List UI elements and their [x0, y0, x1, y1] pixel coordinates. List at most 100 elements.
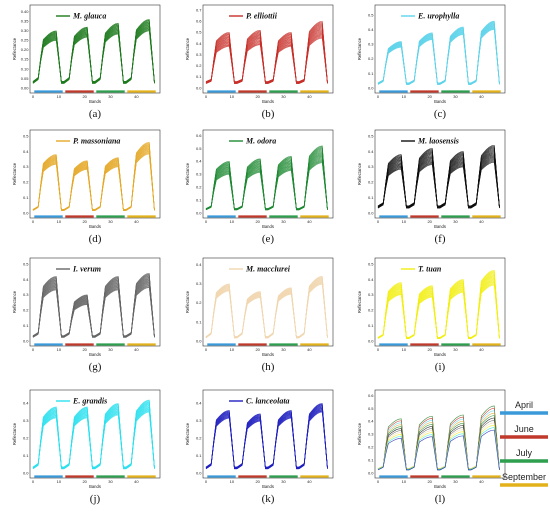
species-legend-label: T. tuan	[418, 265, 442, 274]
species-legend-label: M. odora	[245, 137, 276, 146]
x-tick-label: 40	[479, 94, 484, 99]
x-axis-label: Bands	[434, 352, 446, 357]
panel-caption: (b)	[262, 108, 275, 120]
y-axis-label: Reflectance	[12, 422, 17, 445]
x-tick-label: 30	[453, 219, 458, 224]
species-legend-label: E. grandis	[72, 397, 107, 406]
y-tick-label: 0.4	[196, 41, 202, 46]
x-axis-label: Bands	[89, 99, 101, 104]
y-tick-label: 0.3	[368, 292, 374, 297]
y-tick-label: 0.2	[196, 436, 202, 441]
y-axis-label: Reflectance	[357, 162, 362, 185]
panel-caption: (a)	[89, 108, 102, 120]
plot-frame	[29, 257, 161, 347]
legend-label-june: June	[514, 424, 534, 434]
x-tick-label: 10	[57, 94, 62, 99]
x-tick-label: 10	[57, 479, 62, 484]
x-tick-label: 40	[134, 347, 139, 352]
panel-b: 0.0 0.1 0.2 0.3 0.4 0.5 0.6 0.7 0 10 20 30 40 Bands Re…	[185, 4, 334, 120]
y-tick-label: 0.0	[196, 85, 202, 90]
y-tick-label: 0.4	[196, 159, 202, 164]
x-tick-label: 0	[32, 347, 35, 352]
x-tick-label: 20	[255, 219, 260, 224]
x-axis-label: Bands	[89, 352, 101, 357]
y-tick-label: 0.2	[23, 436, 29, 441]
y-tick-label: 0.1	[23, 323, 29, 328]
x-tick-label: 20	[82, 479, 87, 484]
y-tick-label: 0.5	[23, 261, 29, 266]
series-line	[205, 20, 328, 84]
x-axis-label: Bands	[434, 99, 446, 104]
y-tick-label: 0.3	[23, 292, 29, 297]
series-line	[377, 144, 500, 209]
x-tick-label: 40	[307, 479, 312, 484]
y-tick-label: 0.2	[368, 180, 374, 185]
series-line	[205, 37, 328, 84]
species-legend-label: M. glauca	[72, 12, 106, 21]
series-line	[377, 29, 500, 85]
x-tick-label: 40	[479, 347, 484, 352]
x-tick-label: 0	[377, 94, 380, 99]
x-tick-label: 30	[453, 479, 458, 484]
series-line	[377, 20, 500, 85]
y-tick-label: 0.4	[368, 27, 374, 32]
plot-frame	[202, 389, 334, 479]
x-tick-label: 20	[255, 347, 260, 352]
species-legend-label: E. urophylla	[417, 12, 459, 21]
y-tick-label: 0.3	[368, 164, 374, 169]
y-tick-label: 0.6	[196, 19, 202, 24]
panel-caption: (f)	[435, 233, 446, 245]
series-line	[377, 269, 500, 339]
legend-label-april: April	[515, 400, 533, 410]
x-tick-label: 30	[453, 94, 458, 99]
y-tick-label: 0.3	[196, 52, 202, 57]
y-tick-label: 0.3	[196, 172, 202, 177]
panel-caption: (k)	[262, 493, 275, 505]
y-tick-label: 0.2	[196, 63, 202, 68]
y-tick-label: 0.2	[196, 184, 202, 189]
y-tick-label: 0.0	[196, 338, 202, 343]
y-tick-label: 0.3	[368, 432, 374, 437]
y-tick-label: 0.5	[368, 13, 374, 18]
y-tick-label: 0.4	[368, 419, 374, 424]
panel-g: 0.0 0.1 0.2 0.3 0.4 0.5 0 10 20 30 40 Bands Reflecta…	[12, 257, 161, 373]
series-line	[32, 153, 155, 211]
x-tick-label: 0	[377, 347, 380, 352]
y-axis-label: Reflectance	[357, 37, 362, 60]
species-legend-label: C. lanceolata	[246, 397, 290, 406]
panel-c: 0.0 0.1 0.2 0.3 0.4 0.5 0 10 20 30 40 Bands Reflecta…	[357, 4, 506, 120]
y-tick-label: 0.1	[368, 457, 374, 462]
x-tick-label: 10	[230, 94, 235, 99]
y-tick-label: 0.1	[196, 74, 202, 79]
x-tick-label: 20	[255, 479, 260, 484]
panel-l: 0.0 0.1 0.2 0.3 0.4 0.5 0.6 0 10 20 30 40 Bands Refle…	[357, 389, 506, 505]
x-tick-label: 0	[377, 479, 380, 484]
x-axis-label: Bands	[89, 484, 101, 489]
plot-frame	[29, 4, 161, 94]
x-axis-label: Bands	[262, 99, 274, 104]
y-tick-label: 0.00	[21, 85, 30, 90]
panel-a: 0.00 0.05 0.10 0.15 0.20 0.25 0.30 0.35 0.40 0 10 2…	[12, 4, 161, 120]
x-tick-label: 30	[281, 347, 286, 352]
y-tick-label: 0.2	[23, 180, 29, 185]
plot-frame	[29, 389, 161, 479]
y-tick-label: 0.1	[196, 319, 202, 324]
panel-i: 0.0 0.1 0.2 0.3 0.4 0.5 0 10 20 30 40 Bands Reflecta…	[357, 257, 506, 373]
y-tick-label: 0.0	[368, 470, 374, 475]
x-tick-label: 10	[230, 479, 235, 484]
y-tick-label: 0.5	[196, 30, 202, 35]
y-tick-label: 0.5	[368, 406, 374, 411]
x-axis-label: Bands	[434, 484, 446, 489]
y-tick-label: 0.0	[196, 210, 202, 215]
series-line	[32, 19, 155, 84]
x-tick-label: 40	[307, 347, 312, 352]
panel-caption: (j)	[90, 493, 101, 505]
y-tick-label: 0.4	[368, 149, 374, 154]
x-tick-label: 40	[479, 479, 484, 484]
x-tick-label: 30	[281, 94, 286, 99]
y-tick-label: 0.2	[368, 444, 374, 449]
series-line	[377, 429, 500, 471]
panel-caption: (l)	[435, 493, 446, 505]
x-tick-label: 30	[281, 479, 286, 484]
y-axis-label: Reflectance	[185, 290, 190, 313]
